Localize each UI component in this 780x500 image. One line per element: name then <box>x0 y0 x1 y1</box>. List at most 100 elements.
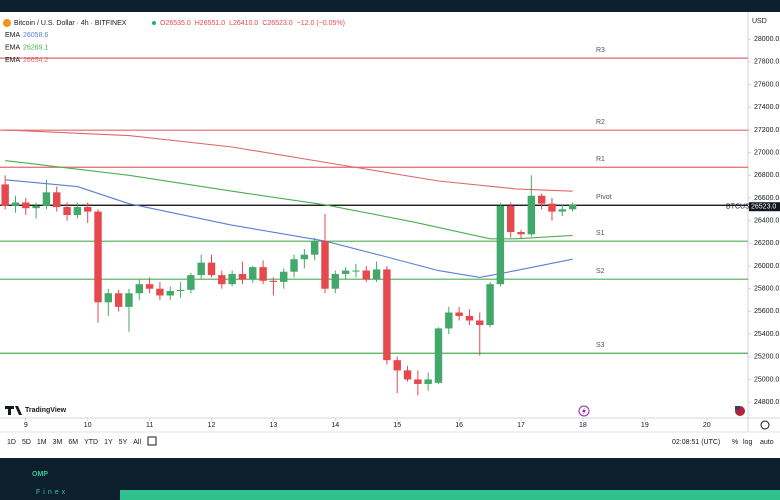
range-button[interactable]: 3M <box>53 439 63 446</box>
y-tick-label: 26600.0 <box>754 195 779 202</box>
range-button[interactable]: 1D <box>7 439 16 446</box>
range-button[interactable]: 6M <box>68 439 78 446</box>
candle-body <box>310 241 319 255</box>
status-dot <box>152 21 156 25</box>
legend-value: 26269.1 <box>23 44 48 51</box>
candle-body <box>455 312 463 316</box>
btc-icon <box>3 19 11 27</box>
candle-body <box>393 360 401 371</box>
candle-body <box>104 293 113 303</box>
y-tick-label: 26200.0 <box>754 240 779 247</box>
x-tick-label: 9 <box>24 422 28 429</box>
candle-body <box>341 270 350 274</box>
y-tick-label: 27800.0 <box>754 59 779 66</box>
range-button[interactable]: 1Y <box>104 439 113 446</box>
y-tick-label: 24800.0 <box>754 399 779 406</box>
candle-body <box>362 270 370 280</box>
candle-body <box>414 379 422 384</box>
candle-body <box>228 273 236 285</box>
y-tick-label: 25400.0 <box>754 331 779 338</box>
flag-canton <box>735 406 740 410</box>
range-button[interactable]: 5Y <box>119 439 128 446</box>
level-label: R1 <box>596 156 605 163</box>
candle-body <box>506 205 515 233</box>
candle-body <box>424 379 432 384</box>
candle-body <box>32 205 40 209</box>
ohlc-row: O26535.0 H26551.0 L26410.0 C26523.0 −12.0 (−… <box>160 20 345 27</box>
logo-top: OMP <box>32 471 48 478</box>
range-button[interactable]: 5D <box>22 439 31 446</box>
price-tag-symbol: BTCUSD <box>726 204 755 211</box>
candle-body <box>218 275 226 285</box>
candle-body <box>176 289 185 291</box>
candle-body <box>83 207 92 212</box>
candle-body <box>568 204 577 210</box>
percent-toggle[interactable]: % <box>732 439 738 446</box>
ohlc-value: H26551.0 <box>195 20 225 27</box>
x-tick-label: 20 <box>703 422 711 429</box>
legend-name: EMA <box>5 44 21 51</box>
candle-body <box>434 328 443 383</box>
candle-body <box>197 262 205 276</box>
ema-line <box>5 129 573 192</box>
candle-body <box>207 262 216 276</box>
candle-body <box>290 259 298 272</box>
ema-line <box>5 160 573 240</box>
y-tick-label: 27000.0 <box>754 149 779 156</box>
x-tick-label: 17 <box>517 422 525 429</box>
level-label: R3 <box>596 47 605 54</box>
chart-title: Bitcoin / U.S. Dollar · 4h · BITFINEX <box>14 20 127 27</box>
level-label: S3 <box>596 342 605 349</box>
range-button[interactable]: All <box>133 439 141 446</box>
legend-name: EMA <box>5 32 21 39</box>
candle-body <box>238 273 247 280</box>
x-tick-label: 12 <box>208 422 216 429</box>
y-tick-label: 25600.0 <box>754 308 779 315</box>
log-toggle[interactable]: log <box>743 439 752 446</box>
ohlc-value: O26535.0 <box>160 20 191 27</box>
legend-value: 26058.6 <box>23 32 48 39</box>
candle-body <box>352 270 360 272</box>
candle-body <box>1 184 9 206</box>
candle-body <box>73 207 82 215</box>
candle-body <box>249 267 257 280</box>
range-button[interactable]: YTD <box>84 439 98 446</box>
ohlc-value: L26410.0 <box>229 20 258 27</box>
event-icon <box>578 405 590 417</box>
price-tag <box>749 202 780 212</box>
logo-bottom: Finex <box>36 489 68 496</box>
calendar-icon[interactable] <box>147 436 157 446</box>
candle-body <box>11 202 20 206</box>
x-tick-label: 14 <box>331 422 339 429</box>
y-tick-label: 25000.0 <box>754 376 779 383</box>
x-tick-label: 15 <box>393 422 401 429</box>
auto-toggle[interactable]: auto <box>760 439 774 446</box>
tradingview-logo <box>5 406 22 415</box>
candle-body <box>259 267 267 281</box>
candle-body <box>383 269 391 361</box>
y-tick-label: 27600.0 <box>754 81 779 88</box>
candle-body <box>372 269 381 280</box>
y-tick-label: 25200.0 <box>754 354 779 361</box>
candle-body <box>187 275 195 290</box>
ohlc-value: C26523.0 <box>262 20 292 27</box>
candle-body <box>465 315 474 321</box>
x-tick-label: 18 <box>579 422 587 429</box>
level-label: R2 <box>596 119 605 126</box>
clock: 02:08:51 (UTC) <box>672 439 720 446</box>
currency: USD <box>752 18 767 25</box>
tradingview-text: TradingView <box>25 407 67 414</box>
candle-body <box>496 205 505 285</box>
candle-body <box>145 284 154 289</box>
candle-body <box>300 254 309 260</box>
settings-icon <box>760 420 770 430</box>
candle-body <box>548 203 556 212</box>
y-tick-label: 26800.0 <box>754 172 779 179</box>
range-button[interactable]: 1M <box>37 439 47 446</box>
candle-body <box>537 195 546 204</box>
candle-body <box>22 202 30 209</box>
top-band <box>0 0 780 12</box>
candle-body <box>331 273 340 289</box>
candle-body <box>558 209 567 212</box>
legend-value: 26654.2 <box>23 57 48 64</box>
